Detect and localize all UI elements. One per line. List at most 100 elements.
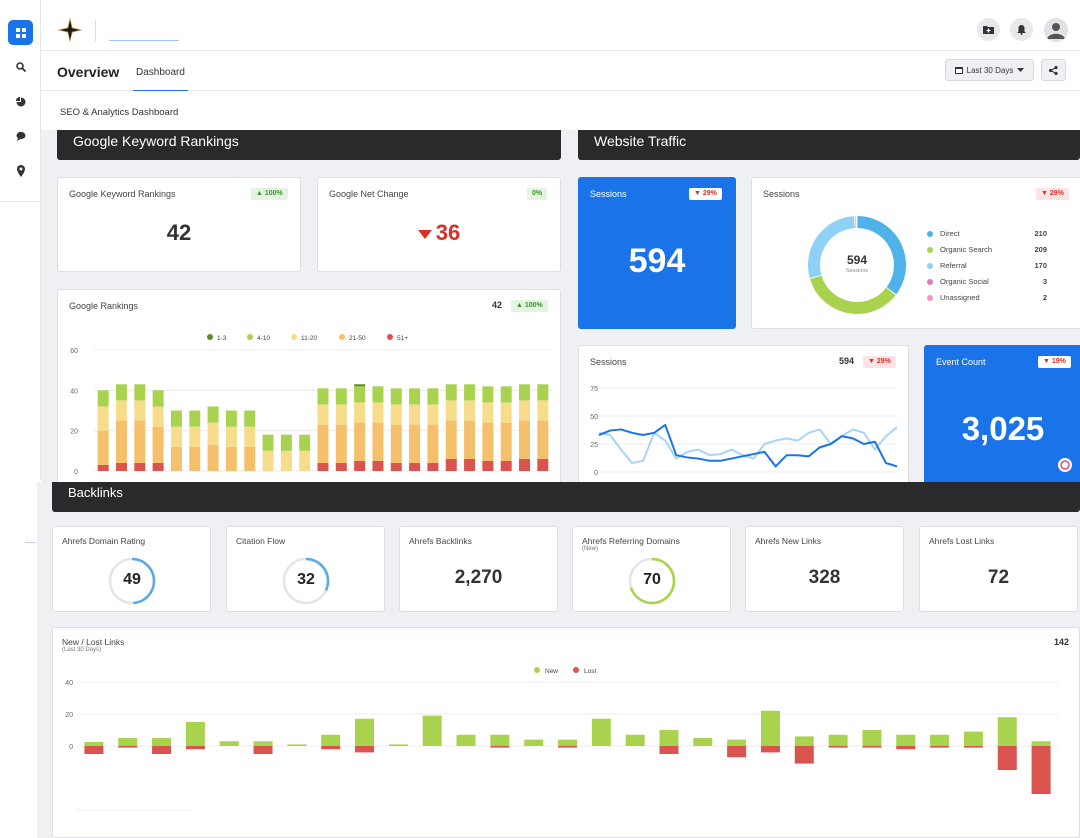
new-lost-links-card[interactable]: New / Lost Links (Last 30 Days) 142 0 20 4… — [52, 627, 1080, 838]
ring-gauge — [282, 557, 330, 605]
donut-slice — [810, 275, 896, 314]
bar-segment — [244, 446, 256, 471]
bar-segment — [335, 462, 347, 471]
new-link-bar — [760, 710, 780, 746]
legend-item[interactable]: Organic Social 3 — [927, 277, 1047, 289]
net-change-card[interactable]: Google Net Change 0% 36 — [317, 177, 561, 272]
donut-center-value: 594 — [846, 253, 868, 267]
new-link-bar — [253, 741, 273, 746]
metric-value: 32 — [297, 571, 315, 588]
backlink-metric-card[interactable]: Ahrefs Domain Rating 49 — [52, 526, 211, 612]
bar-segment — [537, 420, 549, 459]
card-sublabel: (New) — [582, 546, 598, 552]
badge-value: 29% — [876, 358, 891, 365]
metric-value: 594 — [628, 242, 686, 280]
badge-value: 100% — [264, 190, 283, 197]
bar-segment — [280, 450, 292, 471]
card-label: Event Count — [936, 357, 986, 367]
bar-segment — [500, 386, 512, 403]
up-arrow-icon: ▲ — [516, 302, 525, 309]
sessions-line-card[interactable]: Sessions 594 ▼ 29% 0 25 50 75 — [578, 345, 909, 482]
bar-segment — [244, 426, 256, 447]
badge-value: 100% — [524, 302, 543, 309]
bar-segment — [115, 400, 127, 421]
lost-link-bar — [1031, 746, 1051, 794]
down-arrow-icon: ▼ — [1043, 358, 1052, 365]
traffic-section-header: Website Traffic — [578, 130, 1080, 160]
status-badge: ▲ 100% — [251, 188, 288, 200]
card-label: Ahrefs Backlinks — [409, 536, 472, 546]
bar-segment — [409, 424, 421, 463]
y-tick-label: 60 — [70, 348, 78, 355]
legend-dot — [573, 667, 579, 673]
sessions-card[interactable]: Sessions ▼ 29% 594 — [578, 177, 736, 329]
legend-label: 1-3 — [217, 335, 227, 342]
avatar[interactable] — [1044, 18, 1068, 42]
dashboard-nav-icon[interactable] — [8, 20, 33, 45]
bar-segment — [189, 410, 201, 427]
legend-label: 11-20 — [301, 335, 318, 342]
bar-segment — [335, 388, 347, 405]
event-count-card[interactable]: Event Count ▼ 19% 3,025 — [924, 345, 1080, 482]
chart-total: 594 — [839, 356, 855, 366]
backlink-metric-card[interactable]: Ahrefs Referring Domains (New) 70 — [572, 526, 731, 612]
search-icon[interactable] — [8, 54, 33, 79]
tab-dashboard[interactable]: Dashboard — [133, 64, 188, 92]
new-link-bar — [456, 734, 476, 746]
legend-item[interactable]: Unassigned 2 — [927, 293, 1047, 305]
bar-segment — [354, 422, 366, 461]
lost-link-bar — [930, 746, 950, 748]
bar-segment — [299, 434, 311, 451]
legend-item[interactable]: Direct 210 — [927, 229, 1047, 241]
bar-segment — [500, 460, 512, 471]
status-badge: ▼ 29% — [689, 188, 722, 200]
legend-label: New — [545, 668, 558, 675]
y-tick-label: 20 — [70, 429, 78, 436]
calendar-icon — [954, 67, 963, 74]
folder-add-icon[interactable] — [977, 18, 1000, 41]
bar-segment — [225, 410, 237, 427]
legend-dot — [927, 247, 933, 253]
legend-value: 210 — [1034, 229, 1047, 238]
chat-bubble-icon[interactable] — [1058, 458, 1072, 472]
chat-icon[interactable] — [8, 123, 33, 148]
keyword-rankings-card[interactable]: Google Keyword Rankings ▲ 100% 42 — [57, 177, 301, 272]
location-pin-icon[interactable] — [8, 158, 33, 183]
legend-item[interactable]: Organic Search 209 — [927, 245, 1047, 257]
bar-segment — [427, 388, 439, 405]
backlink-metric-card[interactable]: Citation Flow 32 — [226, 526, 385, 612]
metric-value: 72 — [987, 567, 1010, 588]
new-link-bar — [963, 731, 983, 746]
share-button[interactable] — [1041, 59, 1066, 81]
status-badge: 0% — [527, 188, 548, 200]
new-link-bar — [388, 744, 408, 746]
bar-segment — [97, 464, 109, 471]
ring-progress — [282, 557, 330, 605]
google-rankings-chart-card[interactable]: Google Rankings 42 ▲ 100% 0 20 40 60 1-3 4-10… — [57, 289, 561, 482]
new-link-bar — [1031, 741, 1051, 746]
pie-chart-icon[interactable] — [8, 89, 33, 114]
card-label: Ahrefs Referring Domains — [582, 536, 680, 546]
metric-value: 3,025 — [961, 410, 1045, 447]
backlink-metric-card[interactable]: Ahrefs New Links 328 — [745, 526, 904, 612]
backlink-metric-card[interactable]: Ahrefs Backlinks 2,270 — [399, 526, 558, 612]
bar-segment — [170, 426, 182, 447]
backlink-metric-card[interactable]: Ahrefs Lost Links 72 — [919, 526, 1078, 612]
bar-segment — [207, 444, 219, 471]
legend-dot — [927, 263, 933, 269]
lost-link-bar — [558, 746, 577, 748]
new-link-bar — [152, 738, 172, 746]
y-tick-label: 75 — [590, 386, 598, 393]
sessions-donut-card[interactable]: Sessions ▼ 29% 594 Sessions Direct 210 Org… — [751, 177, 1080, 329]
lost-link-bar — [727, 746, 747, 758]
bar-segment — [134, 462, 146, 471]
date-range-button[interactable]: Last 30 Days — [945, 59, 1034, 81]
bell-icon[interactable] — [1010, 18, 1033, 41]
brand-logo-icon[interactable] — [57, 17, 83, 48]
legend-item[interactable]: Referral 170 — [927, 261, 1047, 273]
status-badge: ▼ 29% — [1036, 188, 1069, 200]
bar-segment — [225, 426, 237, 447]
bar-segment — [372, 402, 384, 423]
bar-segment — [152, 406, 164, 427]
metric-value-row: 36 — [318, 220, 560, 246]
